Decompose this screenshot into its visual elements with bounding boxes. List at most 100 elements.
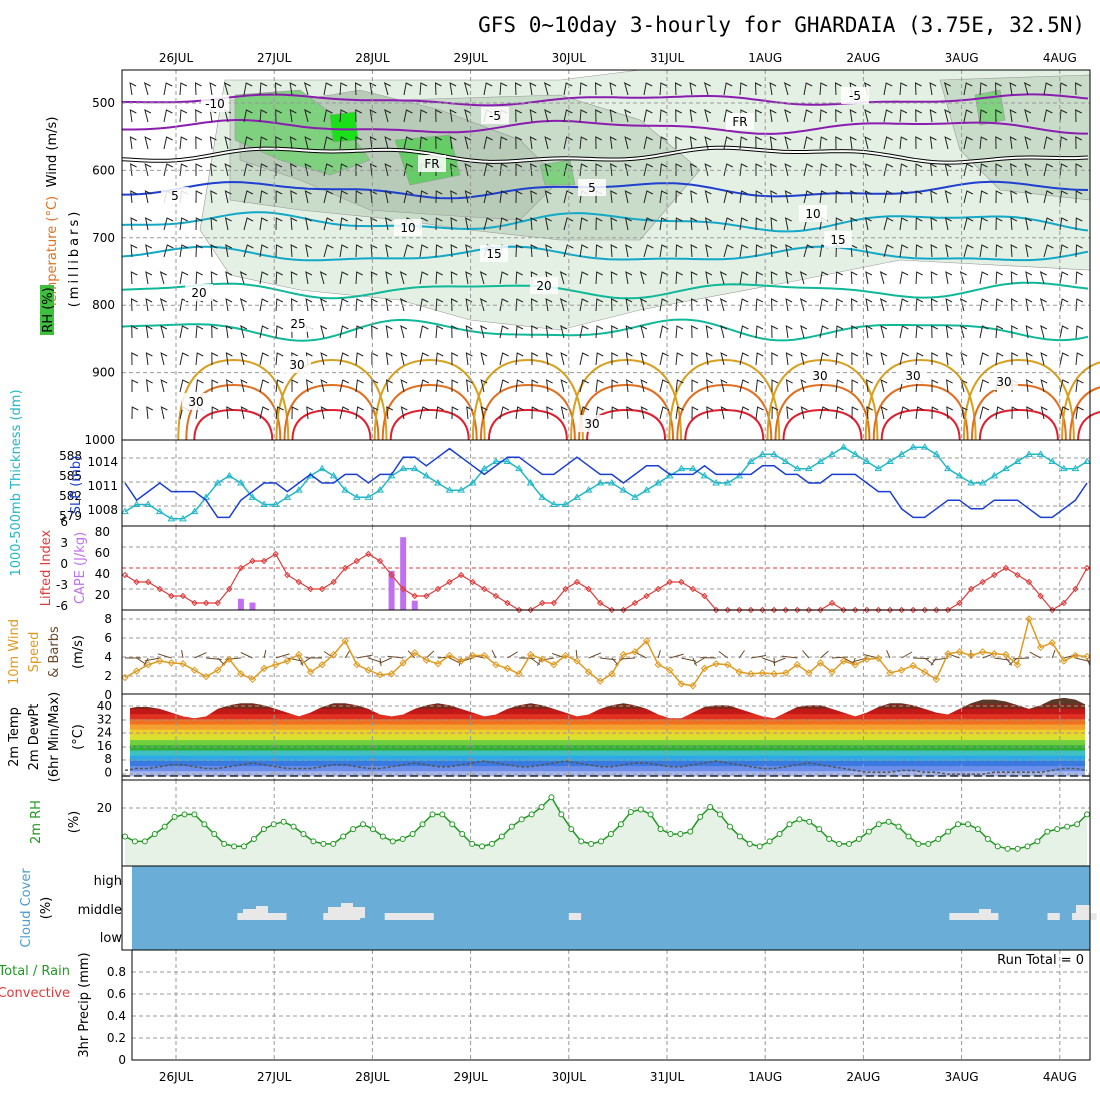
wind-barb: [529, 136, 537, 150]
wind-barb: [929, 136, 937, 150]
wind-barb: [320, 352, 328, 366]
wind-barb: [1059, 136, 1068, 150]
wind-barb: [720, 352, 728, 366]
wind-barb: [449, 136, 457, 150]
lifted-index-point: [585, 585, 592, 593]
wind-barb: [979, 244, 989, 258]
wind-barb: [530, 244, 538, 258]
rh2m-point: [379, 833, 386, 840]
wind-barb: [145, 325, 153, 339]
rh2m-point: [945, 828, 952, 835]
lifted-index-point: [504, 599, 511, 607]
rh2m-point: [191, 811, 198, 818]
li-tick-2: 0: [60, 557, 68, 571]
wind-barb: [160, 352, 168, 366]
wind10-point: [237, 670, 245, 678]
wind-barb: [611, 379, 619, 392]
contour-label-13: 25: [290, 317, 305, 331]
wind10-barb: [181, 649, 184, 659]
rh2m-point: [241, 843, 248, 850]
wind-barb: [545, 244, 553, 258]
thickness-point: [1059, 464, 1068, 472]
wind-barb: [385, 325, 393, 339]
top-date-4AUG: 4AUG: [1043, 51, 1077, 65]
lifted-index-point: [295, 578, 303, 586]
rh2m-point: [1034, 838, 1041, 845]
wind-barb: [995, 163, 1003, 176]
contour-label-bg: [480, 245, 508, 262]
slp-grid: [122, 440, 1090, 526]
wind10-point: [225, 655, 234, 663]
wind10-barb: [669, 653, 684, 659]
thk-tick-585: 585: [59, 469, 82, 483]
lifted-index-point: [886, 606, 894, 614]
wind-barb: [130, 271, 138, 285]
wind-barb: [899, 271, 909, 285]
lifted-index-point: [307, 585, 314, 593]
wind10-barb: [831, 656, 848, 659]
wind-barb: [225, 352, 233, 366]
wind-barb: [450, 298, 458, 312]
wind-barb: [450, 217, 458, 231]
wind-barb: [531, 352, 539, 366]
wind-ylabel: Wind (m/s): [45, 117, 60, 188]
wind-barb: [160, 325, 168, 339]
wind-barb: [659, 325, 669, 339]
wind-barb: [479, 271, 487, 285]
precip-panel: 0.8 0.6 0.4 0.2 0 Run Total = 0 Total / Rain…: [0, 949, 1091, 1067]
contour-label-5: 5: [171, 189, 179, 203]
wind-barb: [769, 109, 777, 123]
wind-barb: [243, 244, 254, 258]
wind-barb: [610, 244, 618, 258]
thickness-point: [329, 471, 338, 479]
wind-barb: [1075, 298, 1084, 312]
temp2m-tick-24: 24: [97, 726, 112, 740]
wind-barb: [899, 352, 909, 366]
wind-barb: [640, 406, 648, 420]
top-date-1AUG: 1AUG: [748, 51, 782, 65]
wind-barb: [739, 298, 749, 312]
lifted-index-point: [284, 571, 291, 579]
wind-barb: [306, 406, 314, 420]
lifted-index-point: [411, 592, 418, 600]
wind10-series-layer: [121, 615, 1091, 690]
bottom-date-31JUL: 31JUL: [650, 1070, 685, 1084]
wind-barb: [595, 379, 604, 393]
wind-barb: [146, 406, 154, 420]
wind10-point: [526, 650, 535, 659]
rh-ylabel: RH (%): [41, 287, 56, 332]
thickness-point: [990, 471, 999, 479]
wind-barb: [690, 298, 698, 312]
wind10-barb: [657, 649, 661, 659]
wind-barb: [595, 109, 602, 123]
wind10-barb: [379, 657, 392, 664]
rh2m-point: [171, 813, 178, 820]
lifted-index-point: [318, 585, 326, 593]
wind-barb: [610, 298, 618, 312]
wind-barb: [144, 109, 152, 123]
wind-barb: [259, 190, 268, 204]
wind-barb: [945, 352, 953, 366]
lifted-index-point: [562, 585, 569, 593]
wind10-point: [816, 659, 825, 667]
wind-barb: [784, 163, 792, 177]
wind-barb: [915, 244, 923, 258]
wind10-barb: [901, 651, 913, 659]
wind-barb: [163, 136, 173, 150]
wind-barb: [403, 244, 414, 258]
wind-barb: [1059, 163, 1068, 177]
wind-barb: [915, 271, 923, 285]
wind-barb: [339, 163, 348, 177]
wind-barb: [339, 352, 349, 366]
wind-barb: [259, 244, 269, 258]
lifted-index-point: [1037, 592, 1044, 600]
wind10-point: [839, 657, 848, 665]
wind-barbs-upper: [129, 82, 1084, 420]
wind-barb: [959, 271, 967, 285]
rh2m-point: [141, 838, 148, 845]
thickness-point: [549, 500, 558, 507]
wind-barb: [243, 82, 253, 96]
wind-barb: [320, 325, 328, 339]
rh2m-point: [459, 831, 466, 838]
wind10-point: [156, 657, 164, 665]
